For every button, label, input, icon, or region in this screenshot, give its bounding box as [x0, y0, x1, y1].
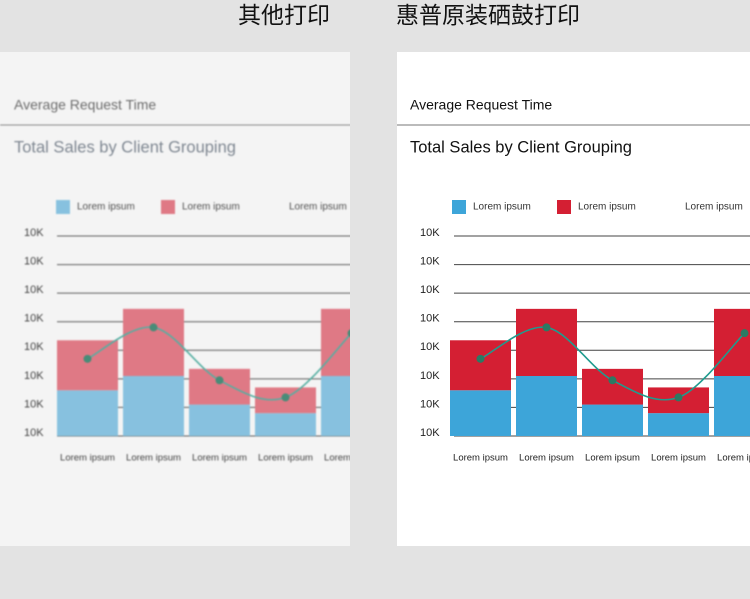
left-title: 其他打印	[238, 2, 330, 28]
bar-segment	[189, 404, 250, 436]
panel-hp: Average Request Time Total Sales by Clien…	[397, 52, 750, 546]
legend-swatch	[452, 200, 466, 214]
panel-content: Average Request Time Total Sales by Clien…	[0, 97, 350, 464]
subtitle: Total Sales by Client Grouping	[14, 138, 236, 156]
y-tick-label: 10K	[24, 255, 44, 267]
panel-other: Average Request Time Total Sales by Clien…	[0, 52, 350, 546]
legend-label: Lorem ipsum	[77, 202, 135, 213]
legend-label: Lorem ipsum	[289, 202, 347, 213]
trend-point	[542, 323, 551, 332]
x-tick-label: Lorem ipsum	[651, 453, 706, 464]
y-tick-label: 10K	[420, 284, 440, 296]
trend-point	[215, 376, 224, 385]
legend-label: Lorem ipsum	[685, 202, 743, 213]
bar-segment	[450, 340, 511, 391]
bar-segment	[582, 368, 643, 405]
legend-swatch	[557, 200, 571, 214]
bar-segment	[189, 368, 250, 405]
trend-point	[281, 393, 290, 402]
legend-swatch	[161, 200, 175, 214]
trend-point	[149, 323, 158, 332]
x-tick-label: Lorem ipsum	[453, 453, 508, 464]
x-tick-label: Lorem ipsum	[519, 453, 574, 464]
legend-swatch	[56, 200, 70, 214]
bar-segment	[255, 413, 316, 436]
y-tick-label: 10K	[24, 284, 44, 296]
y-tick-label: 10K	[420, 313, 440, 325]
x-tick-label: Lorem ipsum	[126, 453, 181, 464]
bar-segment	[321, 308, 350, 376]
x-tick-label: Lorem ipsum	[585, 453, 640, 464]
trend-point	[740, 329, 749, 338]
bar-segment	[321, 376, 350, 436]
bar-segment	[714, 308, 750, 376]
bar-segment	[450, 390, 511, 436]
x-tick-label: Lorem ipsum	[717, 453, 750, 464]
y-tick-label: 10K	[24, 313, 44, 325]
y-tick-label: 10K	[24, 427, 44, 439]
subtitle: Total Sales by Client Grouping	[410, 138, 632, 156]
x-tick-label: Lorem ipsum	[192, 453, 247, 464]
bar-segment	[516, 308, 577, 376]
bar-segment	[516, 376, 577, 436]
y-tick-label: 10K	[24, 370, 44, 382]
y-tick-label: 10K	[420, 341, 440, 353]
legend-label: Lorem ipsum	[578, 202, 636, 213]
bar-segment	[714, 376, 750, 436]
bar-segment	[57, 340, 118, 391]
y-tick-label: 10K	[24, 398, 44, 410]
right-title: 惠普原装硒鼓打印	[396, 2, 580, 28]
legend-label: Lorem ipsum	[473, 202, 531, 213]
panel-content: Average Request Time Total Sales by Clien…	[397, 97, 750, 464]
y-tick-label: 10K	[24, 227, 44, 239]
bar-segment	[123, 376, 184, 436]
y-tick-label: 10K	[420, 427, 440, 439]
x-tick-label: Lorem ipsum	[60, 453, 115, 464]
trend-point	[83, 354, 92, 363]
trend-point	[608, 376, 617, 385]
trend-point	[674, 393, 683, 402]
y-tick-label: 10K	[420, 370, 440, 382]
bar-segment	[123, 308, 184, 376]
heading: Average Request Time	[14, 97, 156, 113]
trend-point	[347, 329, 350, 337]
x-tick-label: Lorem ipsum	[324, 453, 350, 464]
y-tick-label: 10K	[24, 341, 44, 353]
y-tick-label: 10K	[420, 255, 440, 267]
heading: Average Request Time	[410, 97, 552, 113]
x-tick-label: Lorem ipsum	[258, 453, 313, 464]
bar-segment	[57, 390, 118, 436]
legend-label: Lorem ipsum	[182, 202, 240, 213]
y-tick-label: 10K	[420, 227, 440, 239]
bar-segment	[582, 404, 643, 436]
trend-point	[476, 354, 485, 363]
bar-segment	[648, 413, 709, 436]
y-tick-label: 10K	[420, 398, 440, 410]
